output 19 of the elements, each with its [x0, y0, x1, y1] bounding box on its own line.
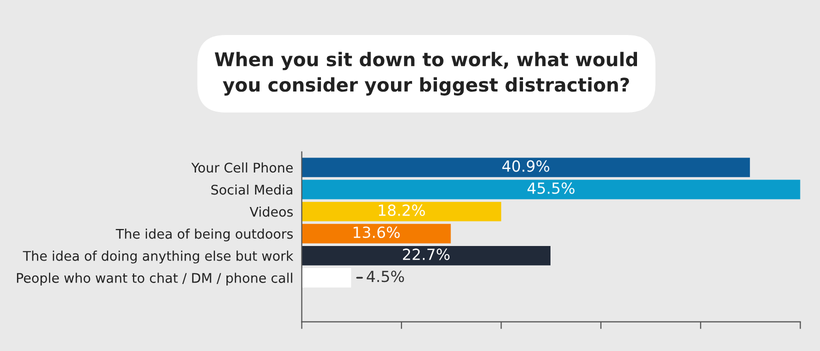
y-tick-label: Your Cell Phone: [191, 162, 293, 173]
bar: [302, 268, 352, 288]
bar: [302, 158, 750, 178]
y-tick-label: The idea of doing anything else but work: [22, 250, 294, 264]
data-label: 13.6%: [354, 226, 400, 238]
bar: [302, 246, 550, 266]
data-label: 18.2%: [378, 204, 425, 216]
data-label: 45.5%: [528, 182, 574, 194]
chart-title: When you sit down to work, what would you consider your biggest distraction?: [214, 52, 637, 96]
y-tick-label: The idea of being outdoors: [116, 228, 293, 242]
data-label: 40.9%: [502, 160, 550, 172]
y-tick-label: People who want to chat / DM / phone call: [16, 272, 292, 286]
data-label: 22.7%: [402, 248, 450, 260]
y-tick-label: Videos: [250, 206, 293, 217]
bar: [302, 180, 800, 200]
y-tick-label: Social Media: [211, 184, 292, 195]
bar: [302, 202, 502, 222]
data-label: 4.5%: [366, 270, 404, 282]
bar: [302, 224, 451, 244]
